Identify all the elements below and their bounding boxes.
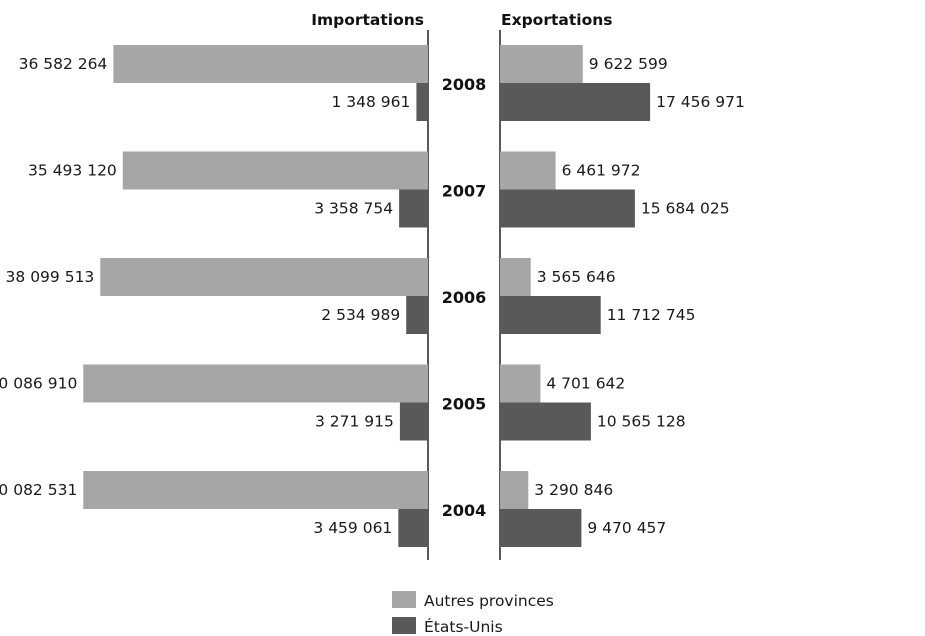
- data-label-importations-autres-provinces-2005: 40 086 910: [0, 375, 77, 393]
- legend-swatch-etats-unis: [392, 617, 416, 634]
- data-label-exportations-etats-unis-2007: 15 684 025: [641, 200, 730, 218]
- bar-exportations-etats-unis-2008: [500, 83, 651, 121]
- bars-layer: [83, 45, 651, 547]
- bar-importations-etats-unis-2007: [399, 189, 428, 228]
- data-label-exportations-etats-unis-2004: 9 470 457: [587, 519, 666, 537]
- bar-exportations-autres-provinces-2004: [500, 471, 529, 509]
- bar-importations-autres-provinces-2006: [100, 258, 429, 296]
- data-label-exportations-autres-provinces-2007: 6 461 972: [562, 162, 641, 180]
- year-label-2004: 2004: [442, 501, 487, 520]
- bar-importations-etats-unis-2006: [406, 296, 428, 334]
- bar-exportations-etats-unis-2005: [500, 402, 591, 441]
- data-label-importations-etats-unis-2007: 3 358 754: [314, 200, 393, 218]
- year-label-2008: 2008: [442, 75, 487, 94]
- labels-layer: 36 582 264 1 348 961 9 622 599 17 456 971 35…: [0, 55, 745, 537]
- year-label-2005: 2005: [442, 395, 487, 414]
- data-label-exportations-autres-provinces-2006: 3 565 646: [537, 268, 616, 286]
- legend-label-autres-provinces: Autres provinces: [424, 592, 554, 610]
- legend-label-etats-unis: États-Unis: [424, 617, 503, 636]
- data-label-importations-etats-unis-2005: 3 271 915: [315, 413, 394, 431]
- bar-importations-etats-unis-2004: [398, 509, 428, 547]
- data-label-exportations-etats-unis-2005: 10 565 128: [597, 413, 686, 431]
- data-label-importations-etats-unis-2008: 1 348 961: [332, 93, 411, 111]
- year-labels: 2008 2007 2006 2005 2004: [442, 75, 487, 520]
- bar-exportations-etats-unis-2006: [500, 296, 601, 334]
- data-label-importations-autres-provinces-2006: 38 099 513: [6, 268, 95, 286]
- data-label-importations-etats-unis-2004: 3 459 061: [313, 519, 392, 537]
- year-label-2006: 2006: [442, 288, 487, 307]
- bar-importations-autres-provinces-2008: [113, 45, 429, 83]
- legend-swatch-autres-provinces: [392, 591, 416, 608]
- data-label-importations-autres-provinces-2008: 36 582 264: [19, 55, 108, 73]
- bar-exportations-autres-provinces-2008: [500, 45, 583, 83]
- importations-title: Importations: [311, 11, 424, 29]
- data-label-exportations-autres-provinces-2008: 9 622 599: [589, 55, 668, 73]
- bar-exportations-autres-provinces-2005: [500, 364, 541, 403]
- data-label-importations-autres-provinces-2007: 35 493 120: [28, 162, 117, 180]
- bar-exportations-etats-unis-2007: [500, 189, 635, 228]
- data-label-exportations-etats-unis-2008: 17 456 971: [656, 93, 745, 111]
- exportations-title: Exportations: [501, 11, 612, 29]
- bar-importations-etats-unis-2005: [399, 402, 428, 441]
- data-label-exportations-autres-provinces-2004: 3 290 846: [534, 481, 613, 499]
- bar-exportations-etats-unis-2004: [500, 509, 582, 547]
- bar-importations-autres-provinces-2005: [83, 364, 429, 403]
- bar-importations-etats-unis-2008: [416, 83, 428, 121]
- legend: Autres provinces États-Unis: [392, 591, 554, 636]
- bar-importations-autres-provinces-2004: [83, 471, 429, 509]
- bar-importations-autres-provinces-2007: [122, 151, 429, 190]
- data-label-exportations-etats-unis-2006: 11 712 745: [607, 306, 696, 324]
- bar-exportations-autres-provinces-2006: [500, 258, 531, 296]
- data-label-importations-etats-unis-2006: 2 534 989: [321, 306, 400, 324]
- year-label-2007: 2007: [442, 182, 487, 201]
- bar-exportations-autres-provinces-2007: [500, 151, 556, 190]
- data-label-exportations-autres-provinces-2005: 4 701 642: [546, 375, 625, 393]
- data-label-importations-autres-provinces-2004: 40 082 531: [0, 481, 77, 499]
